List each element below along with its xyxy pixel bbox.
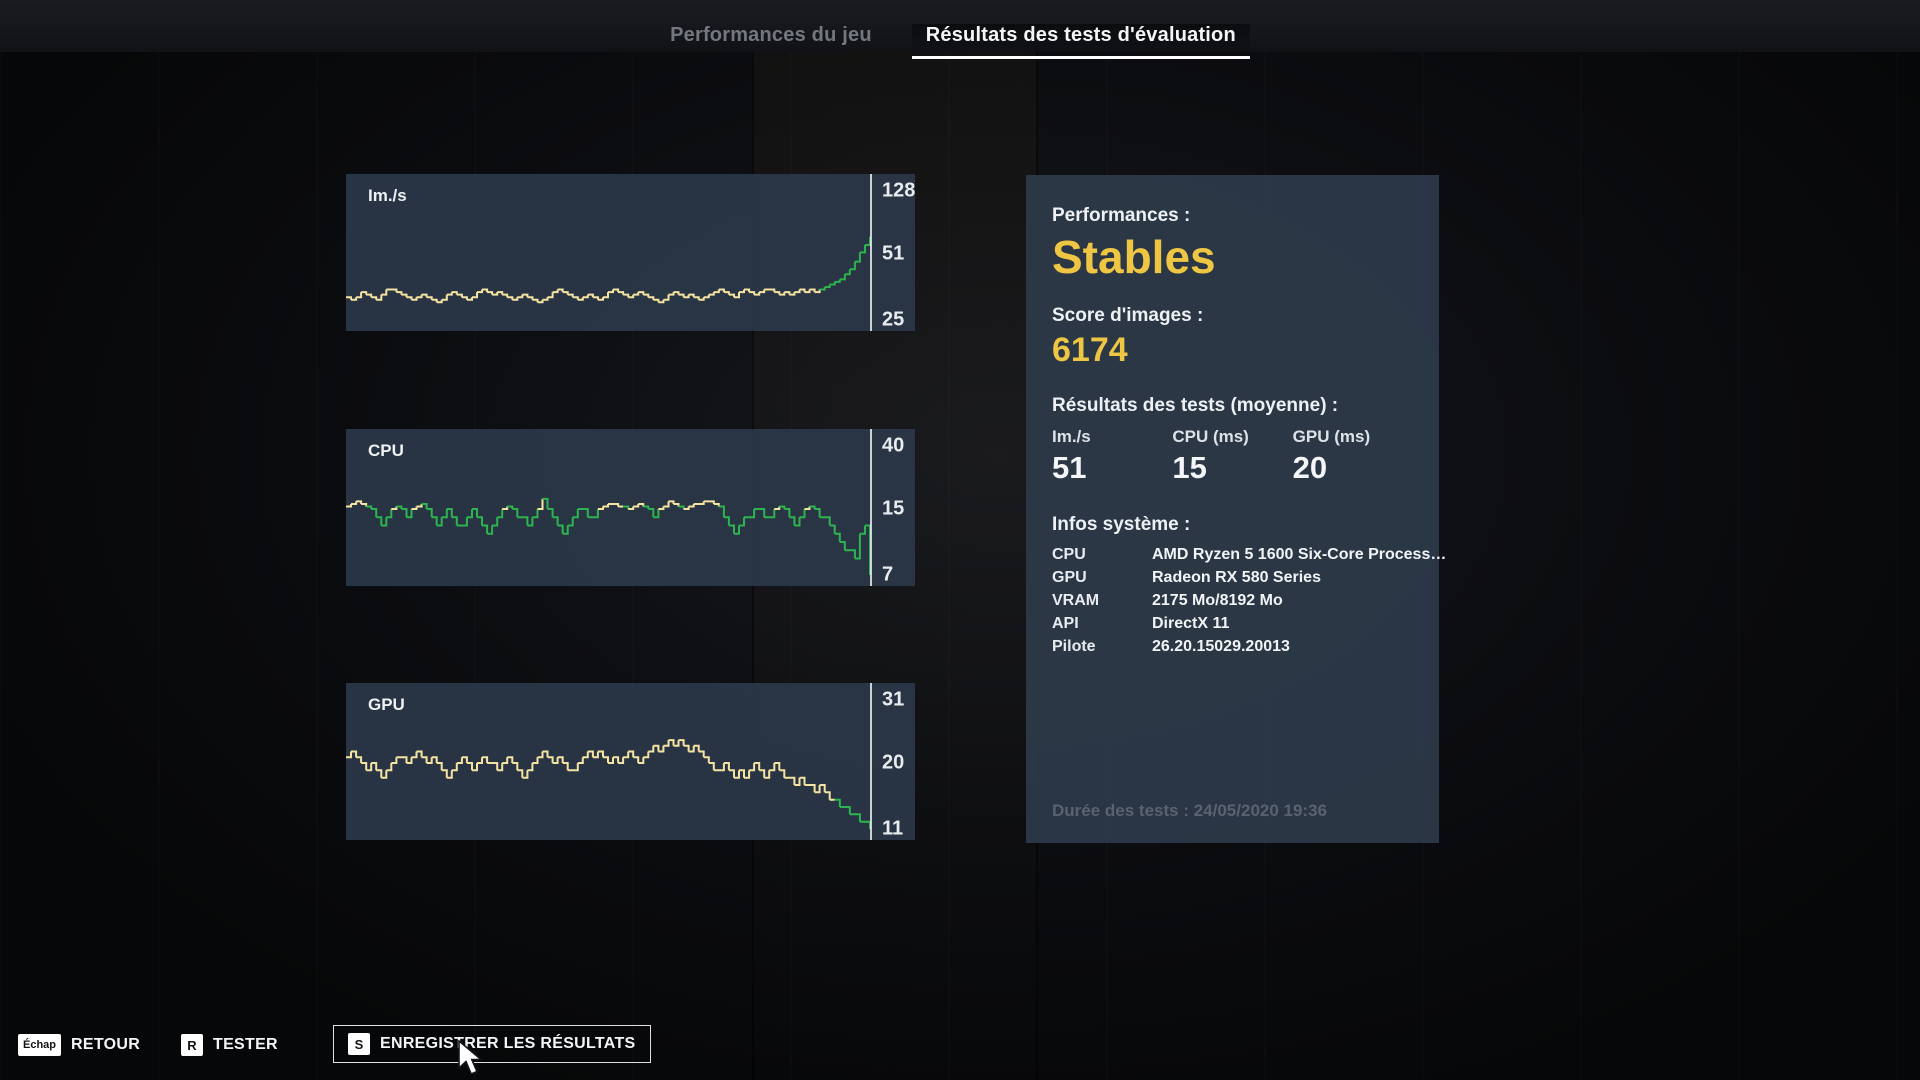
system-row-label: VRAM: [1052, 591, 1100, 609]
fps-axis-min: 25: [882, 308, 905, 331]
fps-chart-title: Im./s: [368, 186, 407, 205]
fps-axis-max: 128: [882, 179, 916, 202]
system-row-value: DirectX 11: [1152, 614, 1230, 632]
average-fps-value: 51: [1052, 449, 1087, 485]
average-cpu-value: 15: [1172, 449, 1207, 485]
cpu-axis-avg: 15: [882, 497, 905, 520]
results-panel: Performances : Stables Score d'images : …: [1026, 175, 1446, 843]
cpu-chart-panel: CPU 40 15 7: [346, 429, 915, 586]
performance-value: Stables: [1052, 231, 1216, 283]
gpu-axis-min: 11: [882, 817, 904, 840]
average-gpu-label: GPU (ms): [1292, 426, 1371, 446]
cpu-axis-min: 7: [882, 563, 894, 586]
cpu-axis-max: 40: [882, 434, 905, 457]
system-row-vram: VRAM 2175 Mo/8192 Mo: [1052, 592, 1413, 610]
gpu-axis-max: 31: [882, 688, 905, 711]
system-row-gpu: GPU Radeon RX 580 Series: [1052, 569, 1413, 587]
system-row-value: AMD Ryzen 5 1600 Six-Core Process…: [1152, 545, 1447, 563]
back-button-label: RETOUR: [71, 1036, 141, 1053]
averages-row: Im./s 51 CPU (ms) 15 GPU (ms) 20: [1052, 427, 1413, 486]
average-gpu-value: 20: [1292, 449, 1328, 485]
gpu-axis-line: [870, 683, 872, 840]
cpu-axis-line: [870, 429, 872, 586]
system-info-label: Infos système :: [1052, 513, 1191, 535]
system-row-label: Pilote: [1052, 637, 1096, 655]
cpu-chart-title: CPU: [368, 441, 404, 460]
system-row-value: 2175 Mo/8192 Mo: [1152, 591, 1283, 609]
back-button[interactable]: Échap RETOUR: [18, 1034, 140, 1056]
gpu-chart-title: GPU: [368, 695, 405, 714]
tab-game-performance[interactable]: Performances du jeu: [670, 24, 872, 46]
system-info-table: CPU AMD Ryzen 5 1600 Six-Core Process… G…: [1052, 545, 1446, 656]
gpu-line-chart: [346, 739, 871, 829]
average-fps-label: Im./s: [1052, 426, 1091, 446]
cpu-line-chart: [346, 497, 871, 575]
tab-benchmark-results[interactable]: Résultats des tests d'évaluation: [911, 24, 1250, 59]
system-row-label: GPU: [1052, 568, 1087, 586]
s-key-badge: S: [348, 1033, 370, 1055]
system-row-value: Radeon RX 580 Series: [1152, 568, 1321, 586]
average-cpu: CPU (ms) 15: [1172, 427, 1292, 486]
system-row-cpu: CPU AMD Ryzen 5 1600 Six-Core Process…: [1052, 545, 1446, 564]
system-row-value: 26.20.15029.20013: [1152, 637, 1290, 655]
score-value: 6174: [1052, 331, 1128, 370]
average-cpu-label: CPU (ms): [1172, 426, 1249, 446]
average-gpu: GPU (ms) 20: [1293, 427, 1413, 486]
system-row-driver: Pilote 26.20.15029.20013: [1052, 638, 1413, 656]
fps-axis-avg: 51: [882, 242, 905, 265]
escape-key-badge: Échap: [18, 1034, 62, 1056]
gpu-axis-avg: 20: [882, 751, 905, 774]
test-button[interactable]: R TESTER: [181, 1034, 278, 1056]
average-fps: Im./s 51: [1052, 427, 1172, 486]
score-label: Score d'images :: [1052, 305, 1204, 327]
fps-line-chart: [346, 236, 871, 304]
performance-label: Performances :: [1052, 205, 1191, 226]
fps-axis-line: [870, 174, 872, 331]
test-duration: Durée des tests : 24/05/2020 19:36: [1052, 801, 1328, 820]
save-results-button[interactable]: S ENREGISTRER LES RÉSULTATS: [333, 1025, 651, 1063]
system-row-label: API: [1052, 614, 1079, 632]
system-row-label: CPU: [1052, 545, 1086, 563]
r-key-badge: R: [181, 1034, 203, 1056]
tab-group: Performances du jeu Résultats des tests …: [0, 24, 1920, 59]
gpu-chart-panel: GPU 31 20 11: [346, 683, 915, 840]
system-row-api: API DirectX 11: [1052, 615, 1413, 633]
fps-chart-panel: Im./s 128 51 25: [346, 174, 915, 331]
averages-label: Résultats des tests (moyenne) :: [1052, 394, 1339, 416]
test-button-label: TESTER: [213, 1036, 278, 1053]
save-results-label: ENREGISTRER LES RÉSULTATS: [380, 1035, 636, 1052]
